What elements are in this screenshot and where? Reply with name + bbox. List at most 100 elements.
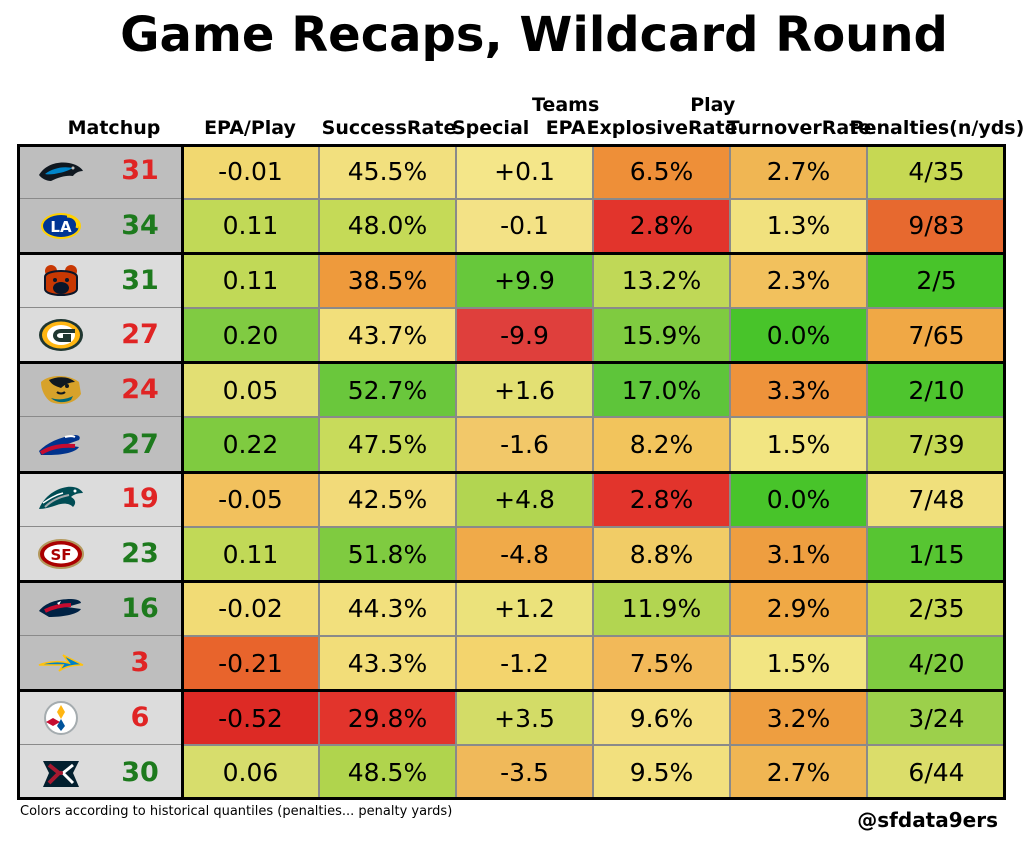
team-cell-eagles: 19 (17, 472, 182, 527)
cell-patriots-penalties: 2/35 (867, 581, 1006, 637)
team-cell-texans: 30 (17, 745, 182, 801)
cell-patriots-explosive: 11.9% (593, 581, 730, 637)
group-divider (17, 470, 1006, 474)
cell-bills-turnover: 1.5% (730, 417, 867, 472)
cell-49ers-success: 51.8% (319, 526, 456, 582)
cell-bears-explosive: 13.2% (593, 253, 730, 308)
score-jaguars: 24 (121, 374, 159, 405)
cell-chargers-success: 43.3% (319, 636, 456, 691)
score-steelers: 6 (130, 702, 150, 734)
cell-eagles-success: 42.5% (319, 472, 456, 527)
49ers-logo-icon: SF (35, 534, 87, 574)
cell-rams-turnover: 1.3% (730, 198, 867, 254)
header-epa: EPA/Play (175, 88, 325, 140)
team-cell-49ers: SF 23 (17, 526, 182, 582)
score-rams: 34 (121, 209, 159, 241)
page-title: Game Recaps, Wildcard Round (120, 7, 948, 63)
cell-bears-turnover: 2.3% (730, 253, 867, 308)
team-cell-packers: 27 (17, 308, 182, 363)
cell-bills-explosive: 8.2% (593, 417, 730, 472)
cell-eagles-explosive: 2.8% (593, 472, 730, 527)
cell-bills-st_epa: -1.6 (456, 417, 593, 472)
cell-steelers-success: 29.8% (319, 690, 456, 746)
cell-eagles-turnover: 0.0% (730, 472, 867, 527)
group-divider (17, 361, 1006, 365)
header-success-line: Success (321, 117, 407, 139)
eagles-logo-icon (35, 479, 87, 519)
chargers-logo-icon (35, 643, 87, 683)
cell-eagles-penalties: 7/48 (867, 472, 1006, 527)
score-patriots: 16 (121, 592, 159, 624)
cell-panthers-penalties: 4/35 (867, 144, 1006, 199)
cell-patriots-success: 44.3% (319, 581, 456, 637)
rams-logo-icon: LA (35, 206, 87, 246)
cell-49ers-explosive: 8.8% (593, 526, 730, 582)
cell-steelers-turnover: 3.2% (730, 690, 867, 746)
cell-rams-epa: 0.11 (182, 198, 319, 254)
svg-text:SF: SF (50, 546, 71, 564)
cell-chargers-epa: -0.21 (182, 636, 319, 691)
score-panthers: 31 (121, 155, 159, 187)
team-cell-panthers: 31 (17, 144, 182, 199)
score-bears: 31 (121, 264, 159, 296)
score-texans: 30 (121, 756, 159, 788)
cell-bears-penalties: 2/5 (867, 253, 1006, 308)
header-penalties-line: (n/yds) (949, 117, 1024, 139)
group-divider (17, 689, 1006, 693)
team-cell-chargers: 3 (17, 636, 182, 691)
steelers-logo-icon (35, 698, 87, 738)
team-column-divider (180, 144, 184, 800)
score-packers: 27 (121, 319, 159, 351)
team-cell-bears: 31 (17, 253, 182, 308)
cell-jaguars-epa: 0.05 (182, 362, 319, 418)
header-penalties: Penalties (n/yds) (850, 88, 1024, 140)
patriots-logo-icon (35, 589, 87, 629)
cell-jaguars-st_epa: +1.6 (456, 362, 593, 418)
cell-49ers-epa: 0.11 (182, 526, 319, 582)
cell-rams-penalties: 9/83 (867, 198, 1006, 254)
cell-bills-epa: 0.22 (182, 417, 319, 472)
header-penalties-line: Penalties (849, 117, 950, 139)
header-st_epa: Special Teams EPA (452, 88, 602, 140)
cell-rams-success: 48.0% (319, 198, 456, 254)
cell-panthers-st_epa: +0.1 (456, 144, 593, 199)
header-matchup-line: Matchup (67, 117, 161, 139)
score-bills: 27 (121, 428, 159, 460)
cell-packers-epa: 0.20 (182, 308, 319, 363)
header-explosive-line: Explosive (586, 117, 689, 139)
team-cell-steelers: 6 (17, 690, 182, 746)
cell-steelers-penalties: 3/24 (867, 690, 1006, 746)
cell-texans-penalties: 6/44 (867, 745, 1006, 801)
cell-panthers-epa: -0.01 (182, 144, 319, 199)
panthers-logo-icon (35, 151, 87, 191)
score-49ers: 23 (121, 538, 159, 570)
recap-table: 31 -0.01 45.5% +0.1 6.5% 2.7% 4/35 LA 34 0.11 48.0… (17, 144, 1006, 801)
cell-packers-penalties: 7/65 (867, 308, 1006, 363)
cell-texans-epa: 0.06 (182, 745, 319, 801)
cell-panthers-explosive: 6.5% (593, 144, 730, 199)
team-cell-patriots: 16 (17, 581, 182, 637)
group-divider (17, 579, 1006, 583)
header-epa-line: EPA/Play (204, 117, 296, 139)
header-success-line: Rate (406, 117, 457, 139)
score-eagles: 19 (121, 483, 159, 515)
cell-jaguars-turnover: 3.3% (730, 362, 867, 418)
header-explosive: Explosive Play Rate (586, 88, 738, 140)
cell-chargers-penalties: 4/20 (867, 636, 1006, 691)
cell-texans-st_epa: -3.5 (456, 745, 593, 801)
cell-49ers-turnover: 3.1% (730, 526, 867, 582)
cell-bills-success: 47.5% (319, 417, 456, 472)
score-chargers: 3 (130, 647, 150, 679)
cell-steelers-st_epa: +3.5 (456, 690, 593, 746)
team-cell-rams: LA 34 (17, 198, 182, 254)
cell-steelers-epa: -0.52 (182, 690, 319, 746)
cell-chargers-st_epa: -1.2 (456, 636, 593, 691)
cell-jaguars-penalties: 2/10 (867, 362, 1006, 418)
texans-logo-icon (35, 753, 87, 793)
header-explosive-line: Play Rate (688, 94, 738, 139)
cell-eagles-epa: -0.05 (182, 472, 319, 527)
cell-eagles-st_epa: +4.8 (456, 472, 593, 527)
header-st_epa-line: Teams EPA (532, 94, 600, 139)
cell-patriots-st_epa: +1.2 (456, 581, 593, 637)
header-turnover-line: Turnover (726, 117, 822, 139)
